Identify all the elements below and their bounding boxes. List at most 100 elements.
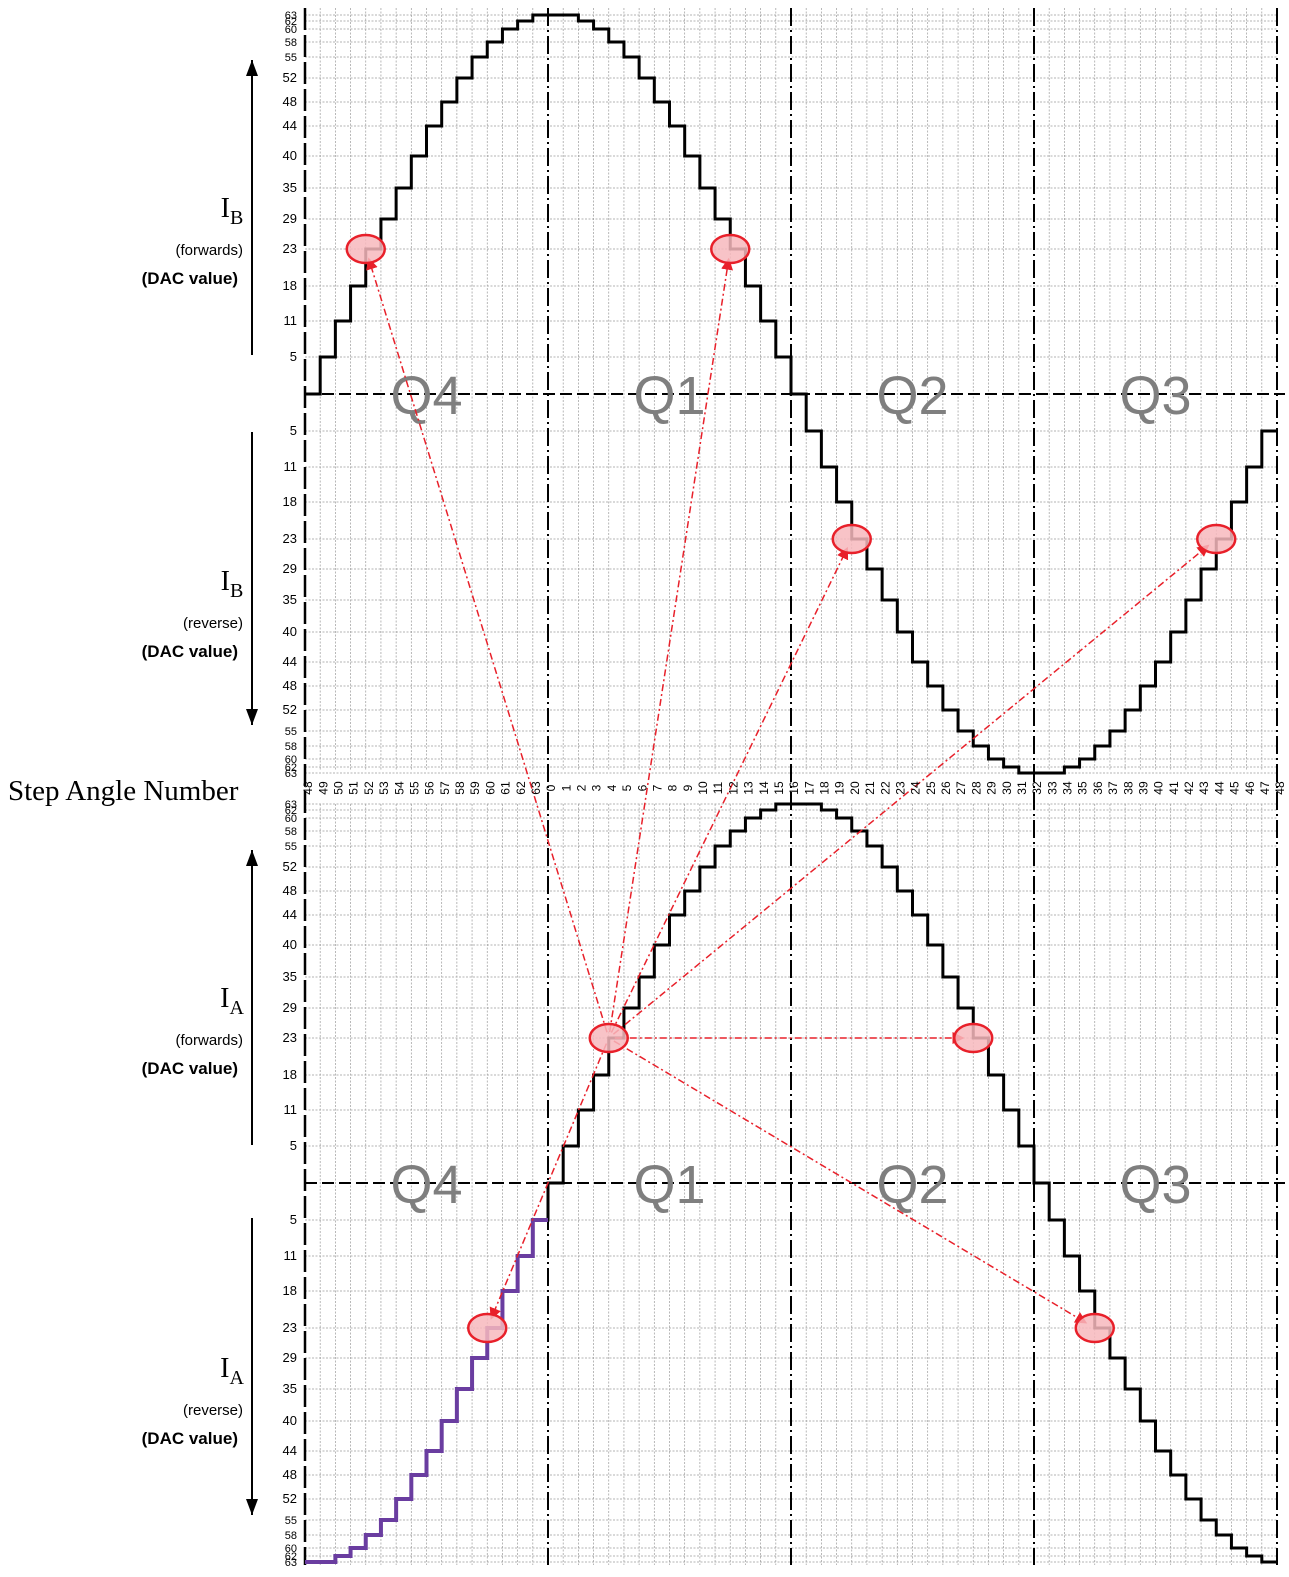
panel-arrow-head [246, 60, 258, 76]
step-label: 55 [407, 781, 421, 795]
step-label: 54 [392, 781, 406, 795]
step-label: 20 [848, 781, 862, 795]
dac-tick-label: 62 [285, 1551, 297, 1563]
dac-tick-label: 5 [290, 423, 297, 438]
unit-label: (DAC value) [142, 642, 238, 661]
dac-tick-label: 55 [285, 1515, 297, 1527]
current-label: IB [221, 193, 244, 229]
dac-tick-label: 40 [283, 624, 297, 639]
direction-label: (reverse) [183, 615, 243, 632]
dac-tick-label: 62 [285, 16, 297, 28]
dac-tick-label: 63 [285, 1557, 297, 1569]
step-label: 38 [1121, 781, 1135, 795]
direction-label: (forwards) [175, 242, 243, 259]
step-label: 40 [1152, 781, 1166, 795]
step-label: 57 [438, 781, 452, 795]
step-label: 17 [802, 781, 816, 795]
step-label: 48 [1273, 781, 1287, 795]
dac-tick-label: 29 [283, 211, 297, 226]
dac-tick-label: 23 [283, 1030, 297, 1045]
dac-tick-label: 63 [285, 10, 297, 22]
mapping-arrow [612, 544, 1210, 1035]
dac-tick-label: 58 [285, 1530, 297, 1542]
step-label: 48 [301, 781, 315, 795]
dac-tick-label: 29 [283, 561, 297, 576]
step-label: 43 [1197, 781, 1211, 795]
dac-tick-label: 40 [283, 1413, 297, 1428]
dac-tick-label: 5 [290, 349, 297, 364]
step-label: 22 [878, 781, 892, 795]
step-label: 18 [818, 781, 832, 795]
step-label: 6 [635, 784, 649, 791]
step-label: 8 [666, 784, 680, 791]
marker-ellipse [1196, 523, 1237, 555]
dac-tick-label: 44 [283, 654, 297, 669]
quadrant-label: Q3 [1119, 366, 1191, 426]
step-label: 21 [863, 781, 877, 795]
dac-tick-label: 60 [285, 754, 297, 766]
step-label: 30 [1000, 781, 1014, 795]
step-label: 15 [772, 781, 786, 795]
dac-tick-label: 48 [283, 678, 297, 693]
dac-tick-label: 58 [285, 826, 297, 838]
dac-tick-label: 48 [283, 94, 297, 109]
dac-tick-label: 5 [290, 1138, 297, 1153]
marker-ellipse [345, 233, 386, 265]
panel-arrow-head [246, 850, 258, 866]
step-label: 41 [1167, 781, 1181, 795]
dac-tick-label: 52 [283, 859, 297, 874]
step-label: 37 [1106, 781, 1120, 795]
dac-tick-label: 48 [283, 883, 297, 898]
dac-tick-label: 11 [284, 313, 298, 328]
dac-tick-label: 18 [283, 1283, 297, 1298]
dac-tick-label: 60 [285, 813, 297, 825]
step-label: 19 [833, 781, 847, 795]
step-label: 56 [423, 781, 437, 795]
step-label: 4 [605, 784, 619, 791]
quadrant-label: Q1 [633, 366, 705, 426]
dac-tick-label: 60 [285, 24, 297, 36]
mapping-arrow [489, 1043, 608, 1320]
dac-tick-label: 5 [290, 1212, 297, 1227]
step-label: 58 [453, 781, 467, 795]
step-label: 10 [696, 781, 710, 795]
dac-tick-label: 60 [285, 1543, 297, 1555]
dac-tick-label: 40 [283, 937, 297, 952]
marker-ellipse [710, 233, 751, 265]
step-label: 31 [1015, 781, 1029, 795]
step-label: 62 [514, 781, 528, 795]
panel-arrow-head [246, 1499, 258, 1515]
dac-tick-label: 62 [285, 762, 297, 774]
step-label: 34 [1061, 781, 1075, 795]
step-axis-label: Step Angle Number [8, 775, 239, 807]
dac-tick-label: 55 [285, 52, 297, 64]
step-label: 0 [544, 784, 558, 791]
marker-ellipse [953, 1022, 994, 1054]
marker-ellipse [1074, 1312, 1115, 1344]
step-label: 13 [742, 781, 756, 795]
dac-tick-label: 11 [284, 1102, 298, 1117]
step-label: 59 [468, 781, 482, 795]
quadrant-label: Q3 [1119, 1155, 1191, 1215]
step-label: 63 [529, 781, 543, 795]
marker-ellipse [831, 523, 872, 555]
current-label: IA [220, 983, 244, 1019]
dac-tick-label: 52 [283, 702, 297, 717]
quadrant-label: Q4 [390, 366, 462, 426]
step-label: 16 [787, 781, 801, 795]
unit-label: (DAC value) [142, 1059, 238, 1078]
dac-tick-label: 44 [283, 907, 297, 922]
dac-tick-label: 55 [285, 726, 297, 738]
ib-trace [305, 13, 1277, 775]
dac-tick-label: 44 [283, 1443, 297, 1458]
step-label: 45 [1228, 781, 1242, 795]
dac-tick-label: 11 [284, 1248, 298, 1263]
dac-tick-label: 63 [285, 768, 297, 780]
ia-highlight-trace [305, 1218, 548, 1564]
step-label: 2 [575, 784, 589, 791]
step-label: 14 [757, 781, 771, 795]
quadrant-label: Q4 [390, 1155, 462, 1215]
unit-label: (DAC value) [142, 269, 238, 288]
